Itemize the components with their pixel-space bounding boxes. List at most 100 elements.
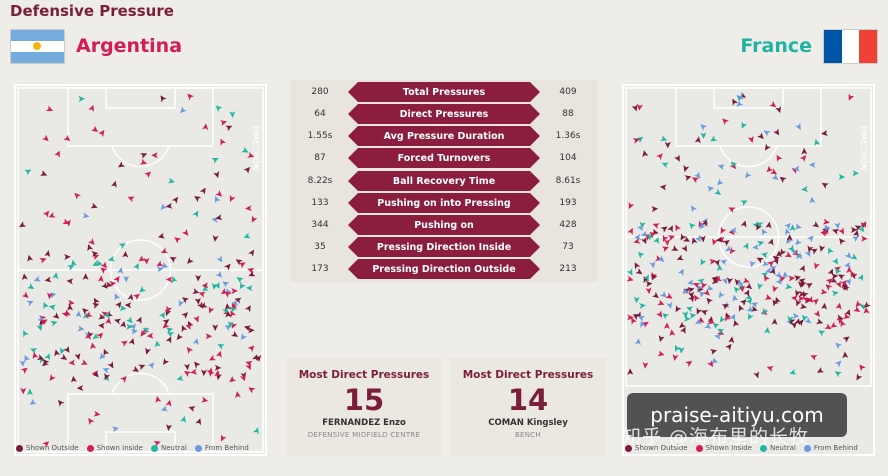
pressure-marker [694,294,700,302]
pitch-france-markings: DIRECTION [625,87,872,387]
pressure-marker [32,352,39,360]
pressure-marker [824,323,832,330]
stat-row: 64 Direct Pressures 88 [290,104,598,124]
pressure-marker [157,232,165,239]
pressure-marker [57,399,65,407]
pressure-marker [764,294,772,300]
pressure-marker [651,291,659,299]
pressure-marker [74,352,81,360]
pressure-marker [19,221,27,228]
pressure-marker [124,302,132,309]
pressure-marker [738,304,745,312]
pressure-marker [765,221,772,229]
pressure-marker [147,362,155,370]
pressure-marker [120,340,128,347]
pressure-marker [230,330,239,337]
legend-left: Shown Outside Shown Inside Neutral From … [16,444,249,452]
pressure-marker [717,328,725,335]
pressure-marker [637,103,643,111]
pressure-marker [756,241,765,247]
stat-value-left: 1.55s [307,131,333,141]
pressure-marker [844,278,851,286]
pressure-marker [44,353,50,361]
pressure-marker [853,230,859,238]
stat-label: Total Pressures [348,82,540,102]
pressure-marker [139,285,147,293]
pressure-marker [722,118,729,126]
card-player-name: FERNANDEZ Enzo [322,418,406,428]
pressure-marker [103,312,111,319]
pressure-marker [666,301,673,309]
pressure-marker [784,222,791,230]
pressure-marker [98,129,105,137]
pressure-marker [181,325,188,333]
pressure-marker [659,291,667,298]
pressure-marker [787,315,794,323]
pressure-marker [24,354,31,363]
pressure-marker [652,223,660,229]
pressure-marker [763,130,771,137]
pressure-marker [100,261,108,269]
stat-value-right: 409 [559,87,577,97]
pressure-marker [29,398,37,405]
pressure-marker [153,441,161,447]
pressure-marker [850,226,858,233]
pressure-marker [40,170,48,176]
pressure-marker [27,283,35,290]
pressure-marker [138,364,146,371]
pressure-marker [850,253,858,260]
pressure-marker [711,275,719,282]
pressure-marker [238,262,246,269]
pressure-marker [634,233,642,240]
pressure-marker [660,226,668,233]
pressure-marker [168,177,176,184]
pressure-marker [107,361,114,369]
pressure-marker [816,367,825,373]
stat-value-right: 8.61s [555,176,581,186]
pressure-marker [156,266,164,273]
pressure-marker [120,320,126,328]
stat-row: 8.22s Ball Recovery Time 8.61s [290,171,598,191]
pressure-marker [176,333,184,341]
neutral-dot-icon [151,444,158,452]
pressure-marker [67,304,74,311]
pressure-marker [852,170,859,177]
pressure-marker [730,227,737,234]
pressure-marker [631,104,638,112]
pressure-marker [746,305,754,313]
pressure-marker [140,329,147,337]
pressure-marker [664,239,671,246]
pressure-marker [222,307,228,315]
stat-label: Pushing on into Pressing [348,193,540,213]
pressure-marker [727,277,734,285]
pressure-marker [128,338,135,346]
pressure-marker [725,314,731,322]
pressure-marker [750,305,758,312]
pressure-marker [838,227,844,235]
pressure-marker [701,310,709,316]
pressure-marker [721,304,729,310]
pressure-marker [765,267,773,274]
pressure-marker [220,138,227,146]
pressure-marker [91,251,99,257]
pressure-marker [832,257,839,265]
direction-label: DIRECTION [251,126,260,170]
pressure-marker [835,342,843,350]
pressure-marker [714,334,722,340]
watermark: praise-aitiyu.com [627,393,847,437]
stat-value-left: 344 [311,220,329,230]
pressure-marker [33,275,41,282]
stat-value-right: 73 [562,242,574,252]
pressure-marker [829,276,837,283]
pressure-marker [665,292,673,299]
card-player-position: DEFENSIVE MIDFIELD CENTRE [307,431,421,439]
pressure-marker [181,228,189,236]
pressure-marker [820,288,828,295]
pressure-marker [198,291,206,298]
pressure-marker [216,255,223,263]
pressure-marker [766,366,774,372]
pressure-marker [199,187,206,195]
pressure-marker [627,314,634,321]
pressure-marker [225,310,232,318]
pressure-marker [108,255,116,262]
